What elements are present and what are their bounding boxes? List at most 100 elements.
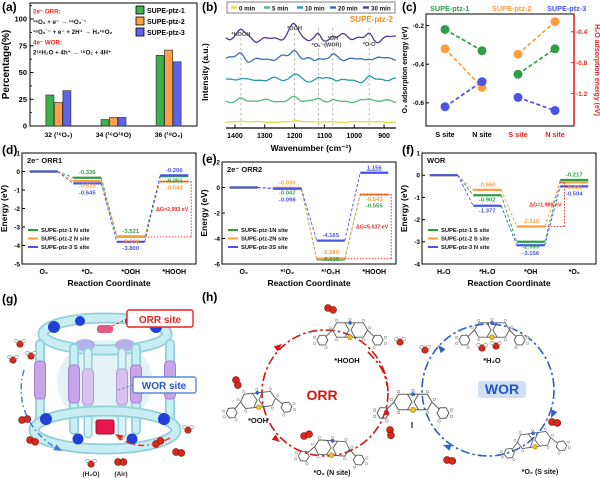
svg-text:2e⁻ ORR2: 2e⁻ ORR2 <box>227 165 262 174</box>
wor-label: WOR <box>485 381 519 397</box>
svg-text:-2.999: -2.999 <box>522 244 539 250</box>
svg-text:-1: -1 <box>14 187 20 194</box>
svg-text:100: 100 <box>14 15 27 24</box>
svg-text:-3.536: -3.536 <box>122 239 139 245</box>
data-point <box>513 49 523 59</box>
energy-diagram-body: 1 0 -1 -2 -3 -4 WOR -0.660 -0.902 -1.377 -2.310 -2.… <box>400 150 597 288</box>
orr-site-label: ORR site <box>139 315 182 326</box>
svg-text:SUPE-ptz-1N site: SUPE-ptz-1N site <box>241 228 289 234</box>
svg-text:WOR: WOR <box>427 156 446 165</box>
wor-site-label: WOR site <box>142 381 187 392</box>
svg-text:*O₂: *O₂ <box>569 269 580 276</box>
spectra-body: 0 min 5 min 10 min 20 min 30 min SUPE-ptz-2 *H… <box>200 1 397 153</box>
svg-text:Reaction Coordinate: Reaction Coordinate <box>67 278 150 288</box>
adsorption-energy-scatter-chart: -0.2 -0.4 -0.6 -0.4 -0.8 -1.2 SUPE-ptz-1 SUPE-p… <box>402 4 600 139</box>
svg-text:2e⁻ ORR1: 2e⁻ ORR1 <box>27 156 62 165</box>
svg-text:2: 2 <box>216 159 220 166</box>
svg-text:*¹O₂: *¹O₂ <box>280 269 294 276</box>
data-point <box>550 17 560 27</box>
bar <box>164 49 173 127</box>
svg-text:0: 0 <box>216 185 220 192</box>
svg-text:SUPE-ptz-3 S site: SUPE-ptz-3 S site <box>41 245 90 251</box>
panel-h: (h) <box>200 290 600 478</box>
svg-text:-2: -2 <box>14 206 20 213</box>
svg-text:-0.660: -0.660 <box>479 182 496 188</box>
svg-text:-0.902: -0.902 <box>479 198 496 204</box>
svg-text:*OH: *OH <box>327 36 338 42</box>
bar <box>172 61 182 127</box>
svg-text:75: 75 <box>19 41 27 50</box>
data-point <box>513 92 523 102</box>
data-point <box>440 24 450 34</box>
svg-text:20 min: 20 min <box>338 5 358 12</box>
panel-d: (d) 1 0 -1 -2 -3 -4 -5 2e⁻ ORR1 -0.336 -0.519 -0.6… <box>0 143 200 290</box>
svg-text:-0.206: -0.206 <box>166 168 183 174</box>
svg-text:-0.6: -0.6 <box>413 100 425 107</box>
svg-text:-0.543: -0.543 <box>166 185 183 191</box>
svg-text:-4: -4 <box>14 243 20 250</box>
data-point <box>477 46 487 56</box>
svg-text:1300: 1300 <box>257 133 273 140</box>
panel-f-letter: (f) <box>402 143 414 157</box>
svg-text:*OOH: *OOH <box>287 26 302 32</box>
svg-text:SUPE-ptz-1 N site: SUPE-ptz-1 N site <box>41 228 90 234</box>
panel-f: (f) 1 0 -1 -2 -3 -4 WOR -0.660 -0.902 -1.377 -2.31… <box>400 143 600 290</box>
svg-text:34 (¹⁶O¹⁸O): 34 (¹⁶O¹⁸O) <box>96 132 131 139</box>
svg-text:Percentage(%): Percentage(%) <box>1 30 12 99</box>
bar <box>100 119 110 127</box>
panel-b: (b) 0 min 5 min 10 min 20 min 30 min SUPE-ptz… <box>200 0 400 154</box>
svg-text:S site: S site <box>508 130 527 139</box>
bar <box>54 102 63 127</box>
svg-text:SUPE-ptz-1: SUPE-ptz-1 <box>430 4 469 13</box>
svg-text:*H₂O: *H₂O <box>479 269 496 276</box>
svg-text:1: 1 <box>416 150 420 157</box>
svg-text:*HOOH: *HOOH <box>231 32 250 38</box>
svg-text:-0.217: -0.217 <box>566 173 583 179</box>
spectrum-trace <box>225 120 397 124</box>
panel-b-letter: (b) <box>202 0 218 14</box>
svg-text:1.156: 1.156 <box>367 165 382 171</box>
svg-text:¹⁸O₂˙⁻ + e⁻ + 2H⁺ → H₂¹⁸O₂: ¹⁸O₂˙⁻ + e⁻ + 2H⁺ → H₂¹⁸O₂ <box>33 29 113 36</box>
svg-text:SUPE-ptz-3S site: SUPE-ptz-3S site <box>241 245 288 251</box>
svg-text:Intensity (a.u.): Intensity (a.u.) <box>200 43 210 101</box>
svg-text:*O-O: *O-O <box>363 42 376 48</box>
svg-text:O₂: O₂ <box>39 269 48 276</box>
svg-text:(WOR): (WOR) <box>324 43 342 49</box>
svg-text:-0.519: -0.519 <box>79 184 96 190</box>
panel-h-letter: (h) <box>202 290 218 304</box>
svg-text:Wavenumber (cm⁻¹): Wavenumber (cm⁻¹) <box>271 143 352 153</box>
svg-text:*HOOH: *HOOH <box>162 269 186 276</box>
data-point <box>440 44 450 54</box>
svg-text:SUPE-ptz-2 S site: SUPE-ptz-2 S site <box>441 237 490 243</box>
svg-text:32 (¹⁶O₂): 32 (¹⁶O₂) <box>45 132 73 139</box>
svg-text:O₂: O₂ <box>239 269 248 276</box>
panel-c: (c) -0.2 -0.4 -0.6 -0.4 -0.8 -1.2 SUPE-ptz-1 SU… <box>400 0 600 142</box>
panel-g-letter: (g) <box>2 292 18 306</box>
panel-g: (g) <box>0 292 200 478</box>
svg-text:-0.321: -0.321 <box>566 185 583 191</box>
cycle-labels: ORR WOR *HOOH *OOH *O₂ (N site) I *H₂O *… <box>248 356 558 477</box>
svg-text:SUPE-ptz-1: SUPE-ptz-1 <box>147 8 185 15</box>
panel-a: (a) 0 25 50 75 100 Percentage(%) 32 (¹⁶O₂) 34 (… <box>0 0 200 142</box>
spectrum-trace <box>225 95 397 104</box>
bar <box>117 117 127 127</box>
svg-text:-1.377: -1.377 <box>479 208 496 214</box>
svg-text:*O₂: *O₂ <box>82 269 93 276</box>
intermediate-label: I <box>411 421 413 430</box>
svg-text:5 min: 5 min <box>272 5 288 12</box>
svg-text:1100: 1100 <box>317 133 332 140</box>
svg-text:4e⁻ WOR:: 4e⁻ WOR: <box>33 39 62 46</box>
orr1-energy-diagram: 1 0 -1 -2 -3 -4 -5 2e⁻ ORR1 -0.336 -0.519-0.645 -3… <box>0 150 197 288</box>
h2o-star-label: *H₂O <box>483 356 501 365</box>
svg-text:Energy (eV): Energy (eV) <box>200 189 209 236</box>
svg-text:O₂ adsorption energy (eV): O₂ adsorption energy (eV) <box>402 27 409 114</box>
panel-d-letter: (d) <box>2 143 18 157</box>
svg-text:N site: N site <box>545 130 565 139</box>
svg-text:0 min: 0 min <box>239 5 255 12</box>
svg-text:36 (¹⁸O₂): 36 (¹⁸O₂) <box>155 132 183 139</box>
svg-text:*¹O₂H: *¹O₂H <box>321 269 340 276</box>
svg-text:1: 1 <box>16 150 20 157</box>
hooh-label: *HOOH <box>334 356 359 365</box>
svg-text:SUPE-ptz-2: SUPE-ptz-2 <box>147 19 185 26</box>
bar <box>62 90 72 127</box>
